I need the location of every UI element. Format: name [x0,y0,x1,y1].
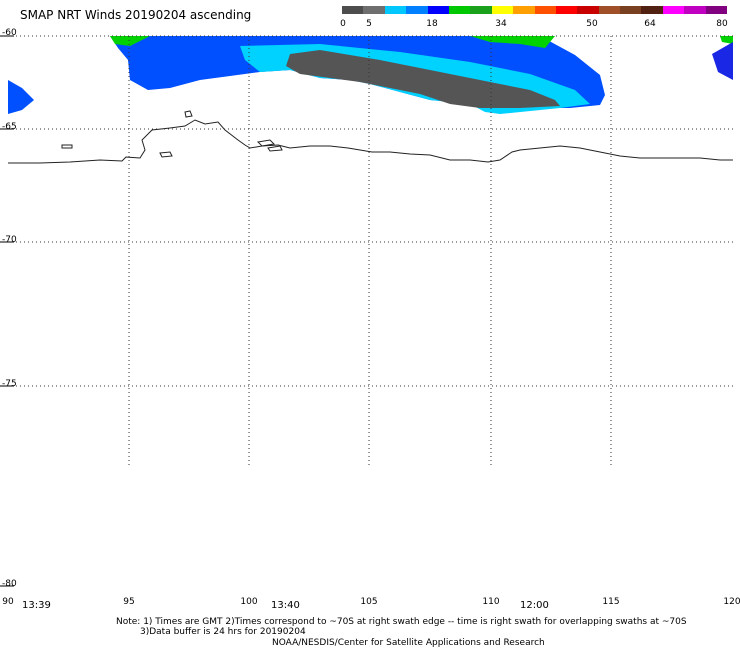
colorbar-segment [577,6,599,14]
lon-label: 100 [240,597,258,607]
wind-swath [8,36,733,114]
lat-label: -70 [2,235,17,245]
note-line: Note: 1) Times are GMT 2)Times correspon… [116,617,687,627]
colorbar-label: 64 [644,19,656,29]
lon-label: 105 [360,597,378,607]
map-title: SMAP NRT Winds 20190204 ascending [20,8,252,22]
colorbar-label: 80 [716,19,728,29]
colorbar-segment [342,6,364,14]
wind-area-green [720,36,733,44]
colorbar-label: 34 [495,19,507,29]
colorbar-segment [534,6,556,14]
colorbar-segment [363,6,385,14]
colorbar-segment [470,6,492,14]
colorbar-segment [448,6,471,14]
colorbar-label: 18 [426,19,438,29]
lon-label: 110 [482,597,500,607]
wind-area-low [286,50,560,108]
swath-time: 12:00 [520,600,549,611]
colorbar-segment [705,6,728,14]
colorbar-label: 50 [586,19,598,29]
colorbar-segment [513,6,535,14]
wind-area-green [470,36,555,48]
colorbar-segment [427,6,449,14]
colorbar-segment [598,6,621,14]
wind-area-green [110,36,150,46]
colorbar-segment [406,6,428,14]
lat-label: -80 [2,579,17,589]
colorbar-segment [684,6,706,14]
colorbar-label: 5 [366,19,372,29]
colorbar-label: 0 [340,19,346,29]
colorbar-segment [641,6,663,14]
lat-label: -65 [2,122,17,132]
lat-label: -60 [2,28,17,38]
lon-label: 120 [723,597,740,607]
credit-line: NOAA/NESDIS/Center for Satellite Applica… [272,638,545,648]
colorbar-segment [620,6,642,14]
colorbar-segment [555,6,578,14]
colorbar-segment [491,6,514,14]
axis-ticks [0,35,14,587]
note-line: 3)Data buffer is 24 hrs for 20190204 [140,627,306,637]
wind-speed-colorbar [342,6,728,14]
lon-label: 90 [2,597,14,607]
lon-label: 115 [602,597,620,607]
wind-area-blue-left [8,80,34,114]
colorbar-segment [384,6,407,14]
lon-label: 95 [123,597,135,607]
wind-area-blue-right [712,42,733,80]
colorbar-segment [662,6,685,14]
coastline [8,110,733,164]
lat-label: -75 [2,379,17,389]
swath-time: 13:40 [271,600,300,611]
swath-time: 13:39 [22,600,51,611]
graticule [8,35,733,465]
